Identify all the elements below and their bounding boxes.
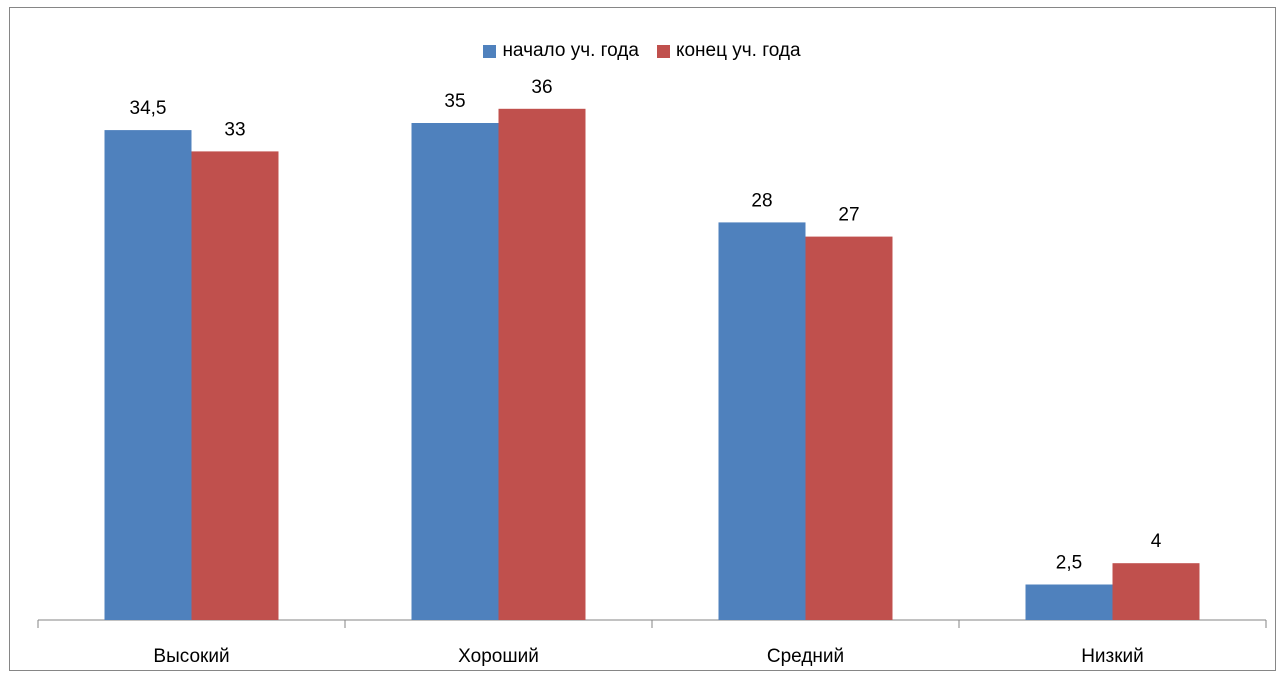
legend-label-start: начало уч. года [502,40,639,61]
bar-end [805,236,893,620]
data-label-end: 33 [224,119,245,140]
legend-label-end: конец уч. года [675,40,801,61]
bar-start [104,130,192,620]
bar-start [718,222,806,620]
legend-item-start: начало уч. года [483,40,639,62]
bar-end [191,151,279,620]
data-label-start: 34,5 [130,98,167,119]
data-label-end: 36 [531,77,552,98]
data-label-end: 4 [1151,531,1162,552]
category-label: Высокий [153,646,229,667]
data-label-start: 35 [444,91,465,112]
bar-end [1112,563,1200,620]
category-label: Хороший [458,646,539,667]
legend-swatch-start [483,44,497,58]
data-label-start: 2,5 [1056,553,1082,574]
bar-start [1025,584,1113,620]
data-label-start: 28 [751,190,772,211]
legend-swatch-end [656,44,670,58]
bar-end [498,108,586,621]
data-label-end: 27 [838,205,859,226]
bar-start [411,123,499,620]
legend-item-end: конец уч. года [656,40,801,62]
legend: начало уч. года конец уч. года [0,40,1284,62]
category-label: Низкий [1081,646,1144,667]
category-label: Средний [767,646,844,667]
